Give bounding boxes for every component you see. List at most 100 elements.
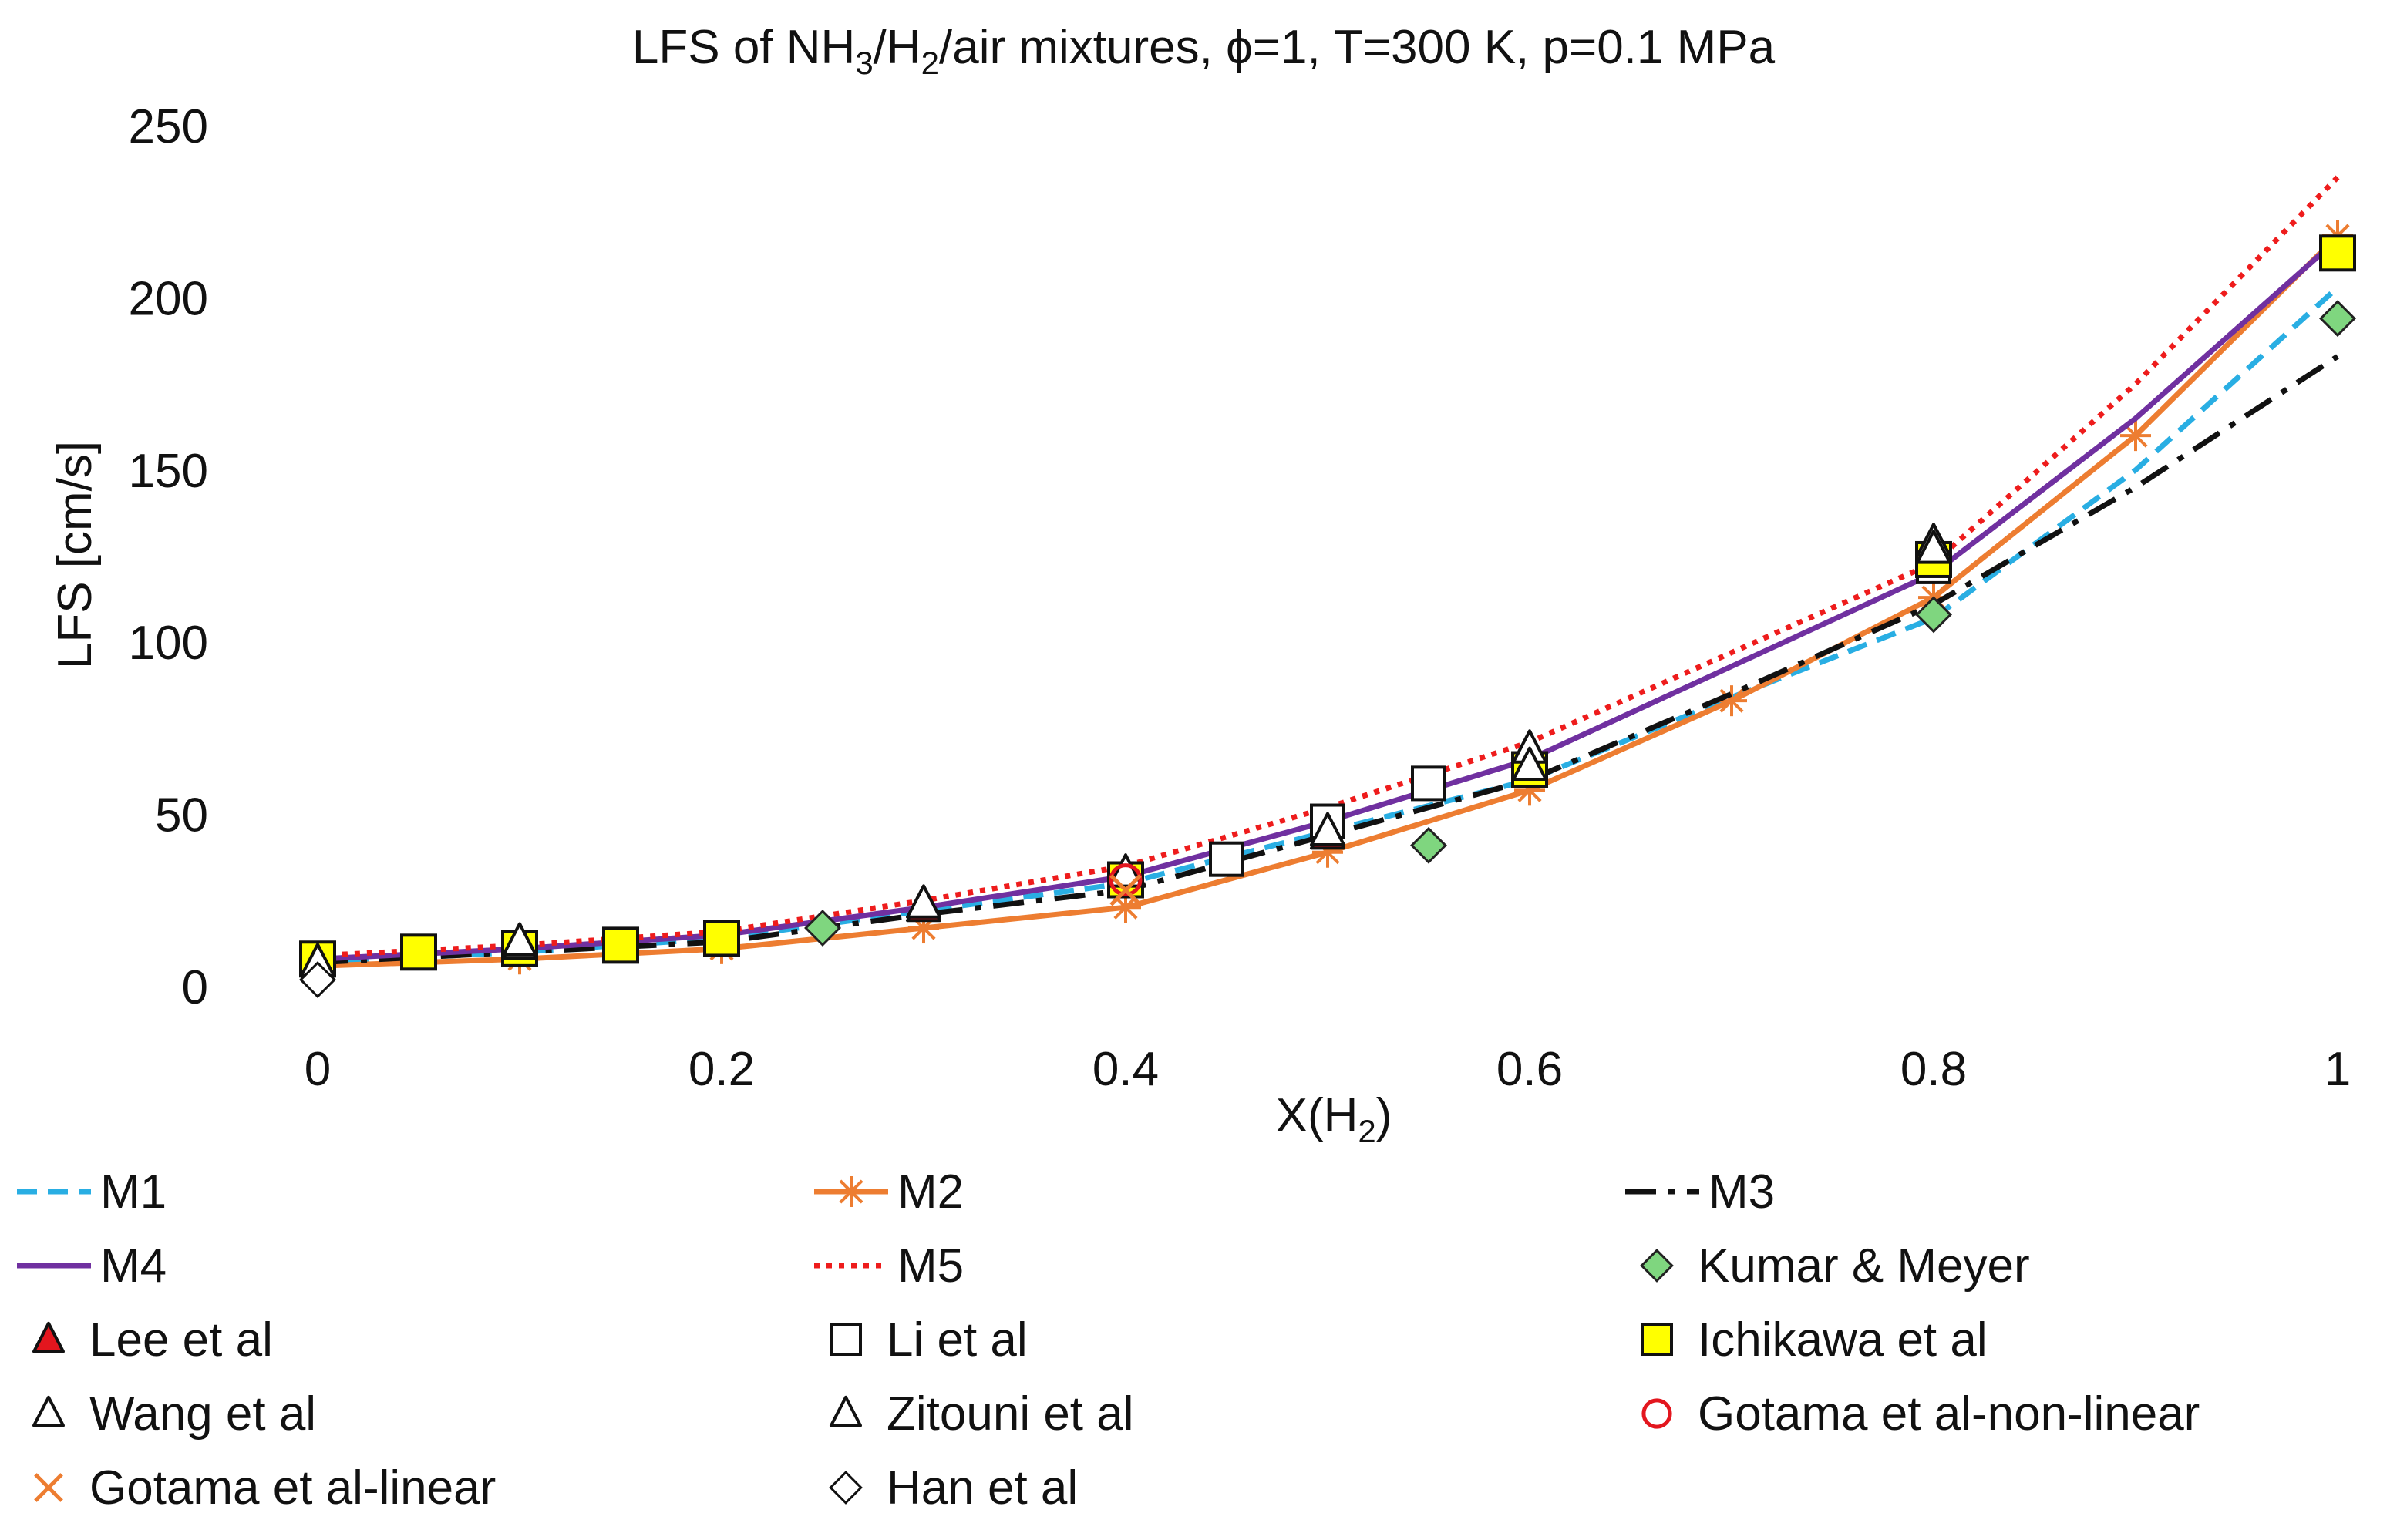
y-tick-label: 200	[129, 272, 208, 325]
y-tick-label: 150	[129, 445, 208, 498]
legend-marker	[32, 1321, 65, 1353]
data-point-zitouni-et-al	[502, 922, 537, 957]
legend-label: Li et al	[887, 1313, 1028, 1367]
legend-item-gotama-et-al-non-linear: Gotama et al-non-linear	[1622, 1377, 2200, 1451]
data-point-gotama-et-al-linear	[1109, 874, 1142, 906]
data-point-zitouni-et-al	[1512, 746, 1547, 782]
data-point-zitouni-et-al	[1310, 812, 1345, 846]
legend-item-m1: M1	[14, 1155, 167, 1229]
data-point-ichikawa-et-al	[2319, 234, 2356, 272]
x-tick-label: 0.4	[1092, 1043, 1159, 1096]
legend-item-ichikawa-et-al: Ichikawa et al	[1622, 1303, 1988, 1377]
data-point-han-et-al	[299, 961, 336, 999]
data-point-m2	[2120, 420, 2151, 452]
legend-label: M3	[1708, 1165, 1776, 1219]
legend-symbol-zitouni-et-al	[830, 1395, 862, 1427]
data-point-kumar-meyer	[2319, 300, 2356, 338]
legend-item-li-et-al: Li et al	[811, 1303, 1028, 1377]
series-markers	[299, 234, 2356, 999]
legend-symbol-gotama-et-al-linear	[34, 1473, 63, 1502]
data-point-ichikawa-et-al	[703, 920, 740, 957]
legend-marker	[1640, 1249, 1674, 1283]
y-tick-label: 100	[129, 617, 208, 670]
chart-title: LFS of NH3/H2/air mixtures, ϕ=1, T=300 K…	[632, 21, 1776, 81]
legend-marker	[830, 1323, 862, 1356]
legend-symbol-m2	[814, 1176, 888, 1207]
legend-marker	[32, 1395, 65, 1427]
legend-label: M2	[897, 1165, 964, 1219]
legend-item-m4: M4	[14, 1229, 167, 1303]
data-point-wang-et-al	[1108, 853, 1143, 888]
data-point-li-et-al	[1411, 765, 1446, 802]
legend-label: Zitouni et al	[887, 1387, 1134, 1441]
legend-symbol-m3	[1625, 1189, 1699, 1195]
legend-marker	[1641, 1398, 1672, 1429]
xlabel-part-1: X(H	[1276, 1089, 1358, 1142]
y-tick-label: 50	[155, 789, 208, 842]
legend-label: M5	[897, 1239, 964, 1293]
data-point-kumar-meyer	[1915, 596, 1952, 634]
legend-item-m2: M2	[811, 1155, 964, 1229]
legend-label: Gotama et al-non-linear	[1698, 1387, 2200, 1441]
title-part-5: /air mixtures, ϕ=1, T=300 K, p=0.1 MPa	[939, 21, 1776, 74]
legend-item-han-et-al: Han et al	[811, 1451, 1078, 1525]
data-point-kumar-meyer	[804, 910, 841, 947]
legend-marker	[1641, 1323, 1673, 1356]
legend: M1 M2 M3 M4 M5 Kumar & Meyer Lee et al Li et al…	[0, 1155, 2407, 1540]
legend-symbol-m1	[17, 1189, 91, 1195]
legend-symbol-li-et-al	[830, 1323, 862, 1356]
data-point-ichikawa-et-al	[400, 933, 437, 971]
x-tick-label: 0.8	[1900, 1043, 1967, 1096]
data-point-gotama-et-al-non-linear	[1109, 863, 1143, 896]
legend-label: Ichikawa et al	[1698, 1313, 1988, 1367]
x-axis-ticks: 0 0.2 0.4 0.6 0.8 1	[305, 1043, 2351, 1096]
data-point-li-et-al	[1209, 841, 1244, 877]
series-line-m3	[317, 354, 2339, 966]
x-tick-label: 1	[2325, 1043, 2351, 1096]
legend-marker	[830, 1395, 862, 1427]
legend-label: Han et al	[887, 1461, 1079, 1515]
data-point-zitouni-et-al	[906, 884, 941, 919]
title-part-4: 2	[921, 45, 939, 81]
legend-marker	[34, 1473, 63, 1502]
xlabel-part-2: 2	[1358, 1113, 1375, 1149]
legend-item-m5: M5	[811, 1229, 964, 1303]
data-point-ichikawa-et-al	[602, 926, 639, 964]
x-axis-label: X(H2)	[1276, 1089, 1392, 1149]
legend-label: M4	[100, 1239, 167, 1293]
legend-label: Lee et al	[89, 1313, 273, 1367]
xlabel-part-3: )	[1376, 1089, 1392, 1142]
title-part-1: LFS of NH	[632, 21, 855, 74]
legend-symbol-kumar-meyer	[1640, 1249, 1674, 1283]
legend-item-zitouni-et-al: Zitouni et al	[811, 1377, 1134, 1451]
title-part-2: 3	[855, 45, 873, 81]
legend-symbol-ichikawa-et-al	[1641, 1323, 1673, 1356]
lfs-chart: LFS of NH3/H2/air mixtures, ϕ=1, T=300 K…	[49, 21, 2356, 1149]
legend-symbol-m4	[17, 1263, 91, 1269]
y-tick-label: 250	[129, 100, 208, 153]
y-axis-label: LFS [cm/s]	[49, 441, 102, 669]
legend-symbol-gotama-et-al-non-linear	[1641, 1398, 1672, 1429]
legend-label: Wang et al	[89, 1387, 317, 1441]
legend-label: M1	[100, 1165, 167, 1219]
series-lines	[302, 175, 2353, 982]
legend-label: Kumar & Meyer	[1698, 1239, 2030, 1293]
legend-label: Gotama et al-linear	[89, 1461, 497, 1515]
y-tick-label: 0	[182, 961, 208, 1014]
legend-item-gotama-et-al-linear: Gotama et al-linear	[14, 1451, 496, 1525]
x-tick-label: 0.2	[688, 1043, 755, 1096]
legend-marker	[829, 1471, 863, 1505]
legend-symbol-m5	[814, 1263, 888, 1269]
legend-symbol-han-et-al	[829, 1471, 863, 1505]
x-tick-label: 0	[305, 1043, 331, 1096]
y-axis-ticks: 0 50 100 150 200 250	[129, 100, 208, 1014]
legend-item-kumar-meyer: Kumar & Meyer	[1622, 1229, 2030, 1303]
legend-symbol-lee-et-al	[32, 1321, 65, 1353]
legend-marker	[836, 1176, 867, 1207]
data-point-zitouni-et-al	[1916, 530, 1951, 564]
title-part-3: /H	[874, 21, 921, 74]
legend-symbol-wang-et-al	[32, 1395, 65, 1427]
legend-item-wang-et-al: Wang et al	[14, 1377, 316, 1451]
x-tick-label: 0.6	[1496, 1043, 1563, 1096]
data-point-kumar-meyer	[1410, 826, 1447, 864]
